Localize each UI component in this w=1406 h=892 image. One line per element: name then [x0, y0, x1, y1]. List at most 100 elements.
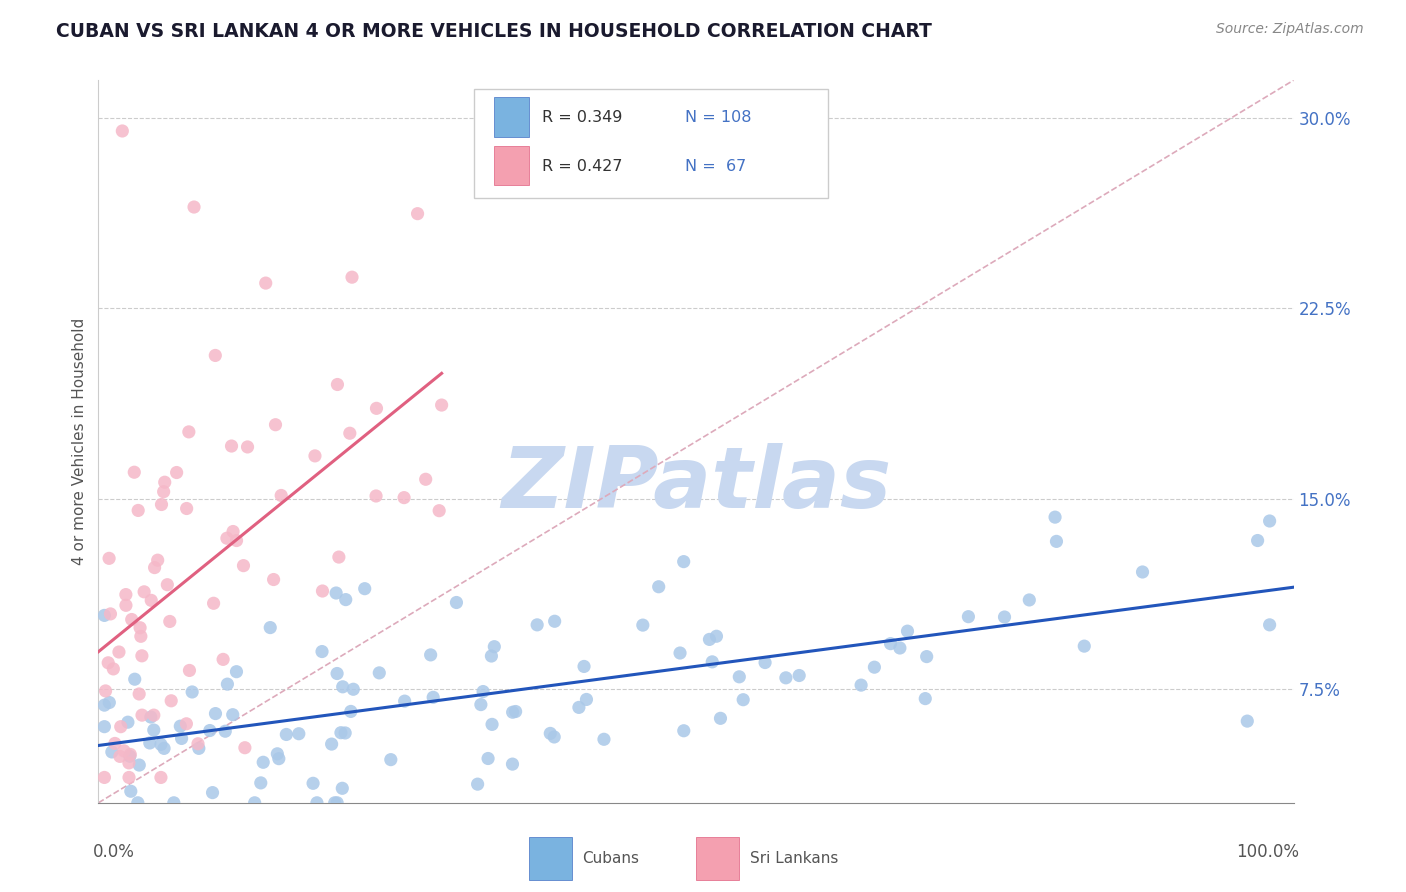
Point: [170, 731, 193, 746]
Point: [368, 665, 391, 680]
Point: [212, 652, 235, 666]
Point: [481, 648, 503, 663]
Point: [406, 207, 429, 221]
Point: [470, 698, 492, 712]
Point: [267, 752, 290, 766]
Point: [339, 426, 361, 441]
Point: [202, 596, 225, 610]
Point: [160, 694, 183, 708]
Point: [481, 717, 503, 731]
Point: [501, 757, 523, 772]
Point: [647, 580, 669, 594]
Point: [142, 708, 165, 723]
Point: [754, 656, 776, 670]
Point: [101, 745, 124, 759]
Point: [127, 796, 149, 810]
Point: [311, 644, 333, 658]
Point: [129, 629, 152, 643]
Point: [222, 524, 245, 539]
Point: [98, 696, 121, 710]
Point: [430, 398, 453, 412]
Point: [127, 503, 149, 517]
Point: [236, 440, 259, 454]
Point: [215, 531, 238, 545]
Point: [415, 472, 437, 486]
Point: [214, 724, 236, 739]
Point: [112, 744, 135, 758]
Point: [94, 684, 117, 698]
Point: [1043, 510, 1066, 524]
Point: [1073, 639, 1095, 653]
Point: [394, 694, 416, 708]
Point: [156, 577, 179, 591]
Point: [263, 573, 285, 587]
Point: [115, 599, 138, 613]
Point: [575, 692, 598, 706]
Point: [204, 706, 226, 721]
Point: [120, 784, 142, 798]
Point: [93, 698, 115, 713]
Point: [177, 425, 200, 439]
Point: [672, 555, 695, 569]
Point: [117, 715, 139, 730]
Point: [323, 796, 346, 810]
Point: [121, 613, 143, 627]
Point: [335, 592, 357, 607]
Point: [330, 781, 353, 796]
Point: [915, 649, 938, 664]
Point: [326, 377, 349, 392]
Point: [1018, 593, 1040, 607]
Point: [311, 584, 333, 599]
Point: [568, 700, 591, 714]
Point: [733, 692, 755, 706]
Point: [422, 690, 444, 705]
Point: [120, 747, 142, 762]
Point: [115, 588, 138, 602]
Point: [914, 691, 936, 706]
Point: [108, 645, 131, 659]
Point: [221, 439, 243, 453]
Point: [672, 723, 695, 738]
Point: [93, 608, 115, 623]
Point: [326, 796, 349, 810]
Point: [187, 737, 209, 751]
Point: [204, 348, 226, 362]
Point: [201, 786, 224, 800]
Point: [104, 736, 127, 750]
Point: [709, 711, 731, 725]
Point: [153, 741, 176, 756]
Point: [108, 749, 131, 764]
Point: [353, 582, 375, 596]
Point: [264, 417, 287, 432]
Point: [233, 740, 256, 755]
Point: [1258, 618, 1281, 632]
Point: [321, 737, 343, 751]
Point: [131, 648, 153, 663]
Point: [380, 753, 402, 767]
Point: [787, 668, 810, 682]
Point: [304, 449, 326, 463]
Point: [392, 491, 415, 505]
Point: [484, 640, 506, 654]
Point: [259, 621, 281, 635]
Point: [249, 776, 271, 790]
Point: [139, 736, 162, 750]
Point: [993, 610, 1015, 624]
Point: [141, 593, 163, 607]
Point: [863, 660, 886, 674]
Point: [879, 637, 901, 651]
Point: [502, 705, 524, 719]
Text: CUBAN VS SRI LANKAN 4 OR MORE VEHICLES IN HOUSEHOLD CORRELATION CHART: CUBAN VS SRI LANKAN 4 OR MORE VEHICLES I…: [56, 22, 932, 41]
Point: [326, 666, 349, 681]
Point: [225, 665, 247, 679]
Point: [1132, 565, 1154, 579]
Point: [166, 466, 188, 480]
Point: [366, 401, 388, 416]
Point: [232, 558, 254, 573]
Point: [149, 738, 172, 752]
Text: ZIPatlas: ZIPatlas: [501, 443, 891, 526]
Point: [706, 629, 728, 643]
Y-axis label: 4 or more Vehicles in Household: 4 or more Vehicles in Household: [72, 318, 87, 566]
Point: [427, 504, 450, 518]
Point: [1258, 514, 1281, 528]
